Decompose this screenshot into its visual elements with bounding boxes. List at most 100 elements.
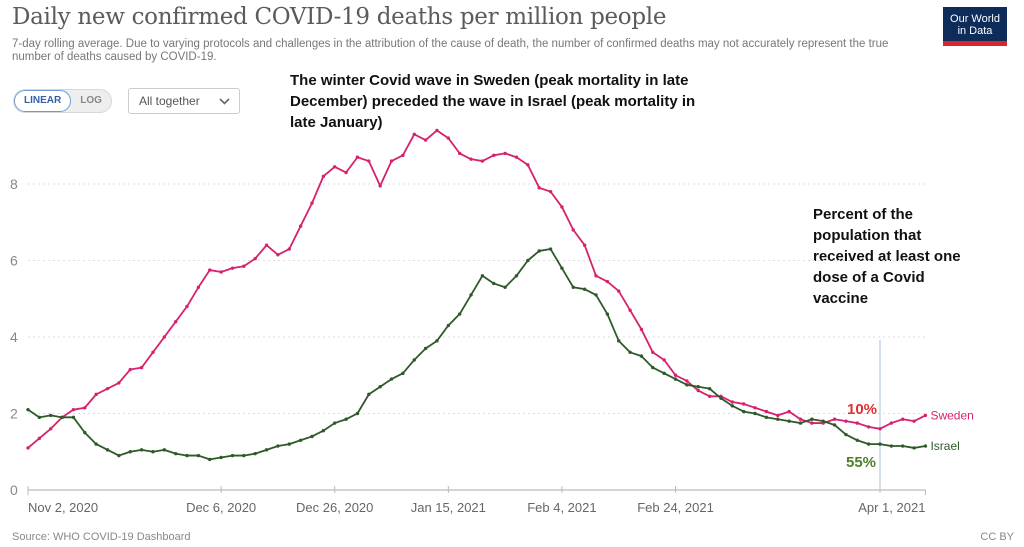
- data-point-israel: [878, 442, 882, 446]
- data-point-sweden: [412, 132, 416, 136]
- data-point-sweden: [662, 358, 666, 362]
- data-point-sweden: [696, 388, 700, 393]
- data-point-israel: [719, 396, 723, 400]
- data-point-israel: [344, 417, 348, 421]
- data-point-sweden: [605, 279, 610, 284]
- data-point-israel: [94, 442, 98, 446]
- x-tick-label: Dec 6, 2020: [186, 500, 256, 515]
- data-point-israel: [866, 442, 871, 446]
- data-point-israel: [446, 323, 451, 328]
- data-point-israel: [60, 415, 64, 420]
- data-point-israel: [253, 451, 257, 456]
- data-point-sweden: [37, 436, 42, 441]
- data-point-sweden: [389, 159, 394, 163]
- x-tick-label: Feb 24, 2021: [637, 500, 714, 515]
- data-point-sweden: [594, 274, 598, 278]
- data-point-israel: [639, 354, 644, 358]
- data-point-israel: [594, 293, 598, 297]
- data-point-israel: [457, 312, 462, 316]
- data-point-israel: [526, 258, 530, 263]
- data-point-israel: [230, 453, 235, 458]
- data-point-israel: [469, 293, 473, 297]
- data-point-israel: [310, 434, 314, 439]
- data-point-sweden: [423, 138, 428, 142]
- data-point-israel: [287, 442, 291, 446]
- data-point-israel: [548, 247, 553, 251]
- data-point-israel: [821, 419, 825, 423]
- data-point-israel: [537, 249, 541, 253]
- data-point-sweden: [878, 427, 882, 431]
- chart-title: Daily new confirmed COVID-19 deaths per …: [12, 4, 667, 30]
- data-point-israel: [173, 451, 178, 456]
- data-point-sweden: [26, 446, 30, 450]
- data-point-sweden: [923, 413, 928, 418]
- y-tick-label: 6: [10, 253, 18, 269]
- data-point-sweden: [741, 402, 746, 406]
- data-point-sweden: [730, 400, 735, 404]
- data-point-israel: [185, 453, 189, 458]
- grid: [28, 183, 926, 490]
- x-tick-label: Nov 2, 2020: [28, 500, 98, 515]
- data-point-sweden: [866, 425, 871, 429]
- source-note[interactable]: Source: WHO COVID-19 Dashboard: [12, 531, 191, 543]
- data-point-israel: [26, 407, 30, 412]
- data-point-israel: [401, 371, 405, 376]
- data-point-sweden: [537, 186, 541, 190]
- linear-scale-button[interactable]: LINEAR: [14, 90, 72, 112]
- data-point-sweden: [776, 413, 780, 418]
- log-scale-button[interactable]: LOG: [80, 95, 102, 106]
- data-point-sweden: [639, 327, 644, 332]
- data-point-sweden: [208, 268, 212, 272]
- data-point-sweden: [798, 417, 803, 421]
- data-point-sweden: [446, 136, 451, 140]
- data-point-sweden: [287, 247, 291, 251]
- data-point-israel: [128, 450, 132, 454]
- data-point-sweden: [787, 409, 791, 414]
- data-point-sweden: [526, 163, 530, 167]
- data-point-sweden: [401, 153, 405, 158]
- x-tick-label: Feb 4, 2021: [527, 500, 596, 515]
- data-point-sweden: [151, 350, 155, 354]
- data-point-israel: [685, 383, 689, 387]
- data-point-israel: [787, 419, 791, 423]
- x-tick-label: Dec 26, 2020: [296, 500, 373, 515]
- facet-select[interactable]: All together: [128, 88, 240, 114]
- data-point-sweden: [367, 159, 371, 163]
- data-point-sweden: [707, 394, 712, 398]
- data-point-sweden: [49, 427, 53, 431]
- data-point-israel: [151, 450, 155, 454]
- data-point-israel: [49, 413, 53, 418]
- x-tick-label: Jan 15, 2021: [411, 500, 486, 515]
- data-point-sweden: [83, 406, 87, 410]
- owid-logo[interactable]: Our World in Data: [943, 7, 1007, 46]
- data-point-sweden: [219, 270, 223, 274]
- data-point-sweden: [333, 165, 337, 169]
- series-labels: Sweden Israel 10% 55%: [846, 401, 974, 471]
- data-point-israel: [83, 430, 87, 435]
- data-point-sweden: [480, 159, 485, 163]
- data-point-israel: [673, 377, 678, 381]
- chart-subtitle: 7-day rolling average. Due to varying pr…: [12, 38, 889, 63]
- data-point-sweden: [514, 155, 519, 159]
- data-point-israel: [139, 448, 144, 452]
- data-point-israel: [333, 421, 337, 425]
- y-tick-label: 4: [10, 329, 18, 345]
- data-point-sweden: [548, 189, 553, 194]
- data-point-sweden: [355, 155, 360, 159]
- data-point-israel: [503, 285, 507, 289]
- license-link[interactable]: CC BY: [980, 531, 1014, 543]
- data-point-israel: [764, 415, 769, 420]
- data-point-israel: [196, 453, 201, 458]
- data-point-israel: [298, 438, 303, 442]
- data-point-sweden: [276, 253, 280, 257]
- data-point-sweden: [105, 386, 110, 391]
- data-point-israel: [605, 312, 610, 316]
- x-tick-label: Apr 1, 2021: [858, 500, 925, 515]
- data-point-israel: [617, 339, 621, 343]
- data-point-israel: [730, 404, 735, 408]
- data-point-sweden: [889, 421, 894, 425]
- data-point-israel: [582, 287, 587, 291]
- data-point-sweden: [582, 243, 587, 247]
- data-point-sweden: [196, 285, 201, 289]
- israel-vaccine-percent: 55%: [846, 454, 876, 471]
